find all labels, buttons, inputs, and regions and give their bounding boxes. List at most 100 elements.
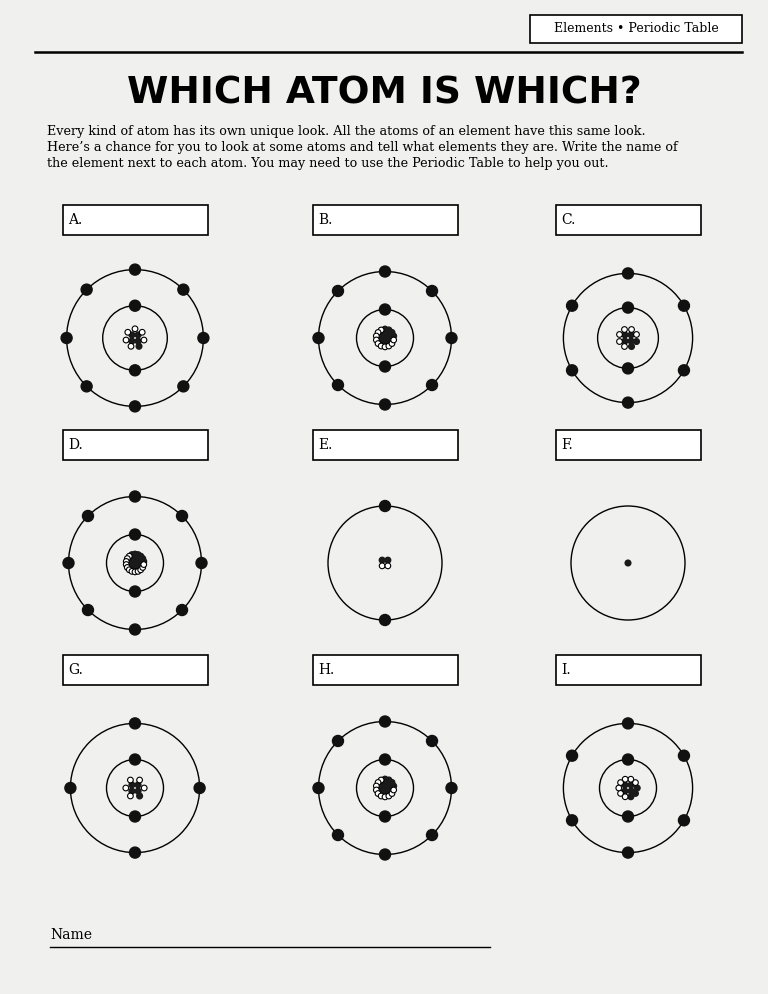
Circle shape [333, 830, 343, 841]
Text: D.: D. [68, 438, 83, 452]
Circle shape [123, 337, 129, 343]
Circle shape [129, 563, 134, 569]
Circle shape [567, 750, 578, 761]
Circle shape [129, 788, 134, 794]
Text: A.: A. [68, 213, 83, 227]
Circle shape [567, 300, 578, 311]
Circle shape [130, 365, 141, 376]
Circle shape [389, 790, 395, 796]
Circle shape [178, 381, 189, 392]
Circle shape [383, 331, 389, 337]
Circle shape [130, 264, 141, 275]
Circle shape [373, 787, 379, 793]
Circle shape [623, 718, 634, 729]
Circle shape [382, 344, 388, 350]
Circle shape [386, 343, 392, 349]
Text: I.: I. [561, 663, 571, 677]
Circle shape [124, 559, 129, 565]
Text: Elements • Periodic Table: Elements • Periodic Table [554, 23, 718, 36]
Circle shape [178, 284, 189, 295]
Circle shape [426, 830, 438, 841]
Circle shape [386, 793, 392, 799]
Circle shape [130, 401, 141, 412]
Circle shape [140, 565, 146, 571]
Circle shape [130, 624, 141, 635]
Circle shape [567, 365, 578, 376]
Circle shape [567, 815, 578, 826]
Circle shape [389, 341, 395, 346]
Circle shape [177, 511, 187, 522]
Bar [530, 15, 742, 43]
Circle shape [634, 332, 639, 337]
Circle shape [135, 338, 141, 344]
Circle shape [391, 787, 396, 793]
Circle shape [379, 787, 385, 793]
Circle shape [678, 365, 690, 376]
Circle shape [132, 552, 137, 557]
Circle shape [132, 561, 137, 566]
Circle shape [629, 344, 634, 349]
Circle shape [383, 781, 389, 787]
Circle shape [373, 337, 379, 343]
Circle shape [373, 783, 379, 789]
Circle shape [135, 552, 141, 558]
Circle shape [125, 329, 131, 335]
Circle shape [124, 562, 129, 568]
Circle shape [137, 777, 142, 783]
Circle shape [196, 558, 207, 569]
Circle shape [135, 788, 141, 794]
Circle shape [138, 567, 144, 573]
Circle shape [617, 332, 622, 337]
Circle shape [373, 333, 379, 339]
Circle shape [61, 333, 72, 344]
Circle shape [130, 529, 141, 540]
Circle shape [385, 563, 391, 569]
Circle shape [623, 847, 634, 858]
Circle shape [379, 343, 384, 349]
Circle shape [633, 779, 638, 785]
Circle shape [386, 335, 392, 341]
Circle shape [129, 552, 135, 558]
Circle shape [382, 326, 388, 332]
Circle shape [333, 380, 343, 391]
Circle shape [386, 785, 392, 791]
Circle shape [379, 782, 385, 788]
Circle shape [391, 337, 396, 343]
Circle shape [382, 785, 388, 791]
Circle shape [446, 782, 457, 793]
Circle shape [379, 501, 390, 512]
Circle shape [379, 327, 384, 333]
Circle shape [132, 326, 137, 332]
Circle shape [140, 556, 146, 562]
Text: Every kind of atom has its own unique look. All the atoms of an element have thi: Every kind of atom has its own unique lo… [47, 125, 646, 138]
Circle shape [130, 718, 141, 729]
Circle shape [391, 333, 396, 339]
Circle shape [623, 363, 634, 374]
Circle shape [130, 847, 141, 858]
Circle shape [389, 330, 395, 335]
Circle shape [130, 300, 141, 311]
Bar [313, 205, 458, 235]
Circle shape [65, 782, 76, 793]
Circle shape [622, 794, 628, 799]
Circle shape [634, 785, 640, 791]
Circle shape [123, 785, 129, 791]
Circle shape [333, 736, 343, 746]
Circle shape [628, 338, 634, 344]
Circle shape [136, 344, 142, 349]
Bar [555, 430, 700, 460]
Circle shape [134, 565, 139, 570]
Circle shape [194, 782, 205, 793]
Circle shape [623, 302, 634, 313]
Circle shape [617, 339, 622, 344]
Text: the element next to each atom. You may need to use the Periodic Table to help yo: the element next to each atom. You may n… [47, 157, 608, 170]
Circle shape [81, 284, 92, 295]
Circle shape [379, 754, 390, 765]
Circle shape [376, 790, 381, 796]
Circle shape [379, 777, 384, 783]
Circle shape [617, 779, 624, 785]
Circle shape [141, 785, 147, 791]
Text: WHICH ATOM IS WHICH?: WHICH ATOM IS WHICH? [127, 75, 641, 111]
Text: B.: B. [319, 213, 333, 227]
Circle shape [382, 794, 388, 800]
